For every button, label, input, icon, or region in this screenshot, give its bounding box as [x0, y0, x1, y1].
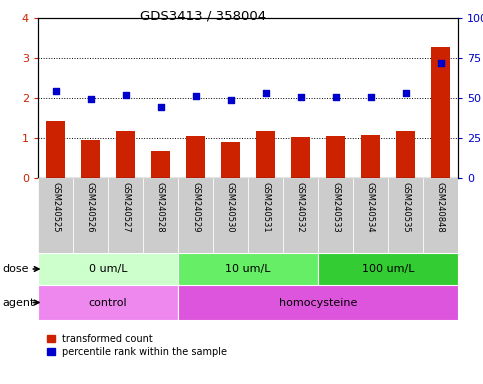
- Text: GSM240528: GSM240528: [156, 182, 165, 232]
- Bar: [361, 135, 380, 178]
- Bar: [143, 178, 178, 253]
- Point: [52, 88, 59, 94]
- Point: [192, 93, 199, 99]
- Bar: [186, 136, 205, 178]
- Bar: [151, 151, 170, 178]
- Bar: [73, 178, 108, 253]
- Point: [402, 90, 410, 96]
- Text: GSM240529: GSM240529: [191, 182, 200, 232]
- Text: GSM240534: GSM240534: [366, 182, 375, 232]
- Bar: [38, 178, 73, 253]
- Text: GSM240526: GSM240526: [86, 182, 95, 232]
- Point: [297, 94, 304, 100]
- Bar: [326, 136, 345, 178]
- Point: [262, 90, 270, 96]
- Text: GSM240527: GSM240527: [121, 182, 130, 232]
- Bar: [81, 140, 100, 178]
- Bar: [248, 178, 283, 253]
- Text: agent: agent: [2, 298, 35, 308]
- Text: 100 um/L: 100 um/L: [362, 264, 414, 274]
- Bar: [221, 142, 240, 178]
- Bar: [291, 137, 310, 178]
- Text: GSM240533: GSM240533: [331, 182, 340, 232]
- Text: GSM240525: GSM240525: [51, 182, 60, 232]
- Bar: [431, 47, 450, 178]
- Bar: [318, 253, 458, 285]
- Bar: [178, 285, 458, 320]
- Text: 0 um/L: 0 um/L: [89, 264, 127, 274]
- Bar: [256, 131, 275, 178]
- Point: [227, 96, 234, 103]
- Point: [437, 60, 444, 66]
- Point: [156, 104, 164, 110]
- Text: GDS3413 / 358004: GDS3413 / 358004: [140, 10, 266, 23]
- Bar: [38, 285, 178, 320]
- Bar: [353, 178, 388, 253]
- Text: homocysteine: homocysteine: [279, 298, 357, 308]
- Text: control: control: [89, 298, 128, 308]
- Text: 10 um/L: 10 um/L: [225, 264, 271, 274]
- Legend: transformed count, percentile rank within the sample: transformed count, percentile rank withi…: [43, 330, 231, 361]
- Bar: [38, 253, 178, 285]
- Bar: [396, 131, 415, 178]
- Point: [332, 94, 340, 100]
- Bar: [213, 178, 248, 253]
- Bar: [178, 253, 318, 285]
- Bar: [388, 178, 423, 253]
- Bar: [423, 178, 458, 253]
- Point: [367, 94, 374, 100]
- Bar: [283, 178, 318, 253]
- Bar: [108, 178, 143, 253]
- Text: GSM240532: GSM240532: [296, 182, 305, 232]
- Point: [122, 92, 129, 98]
- Bar: [116, 131, 135, 178]
- Text: dose: dose: [2, 264, 29, 274]
- Text: GSM240848: GSM240848: [436, 182, 445, 232]
- Bar: [178, 178, 213, 253]
- Point: [86, 96, 94, 103]
- Text: GSM240530: GSM240530: [226, 182, 235, 232]
- Bar: [318, 178, 353, 253]
- Text: GSM240531: GSM240531: [261, 182, 270, 232]
- Text: GSM240535: GSM240535: [401, 182, 410, 232]
- Bar: [46, 121, 65, 178]
